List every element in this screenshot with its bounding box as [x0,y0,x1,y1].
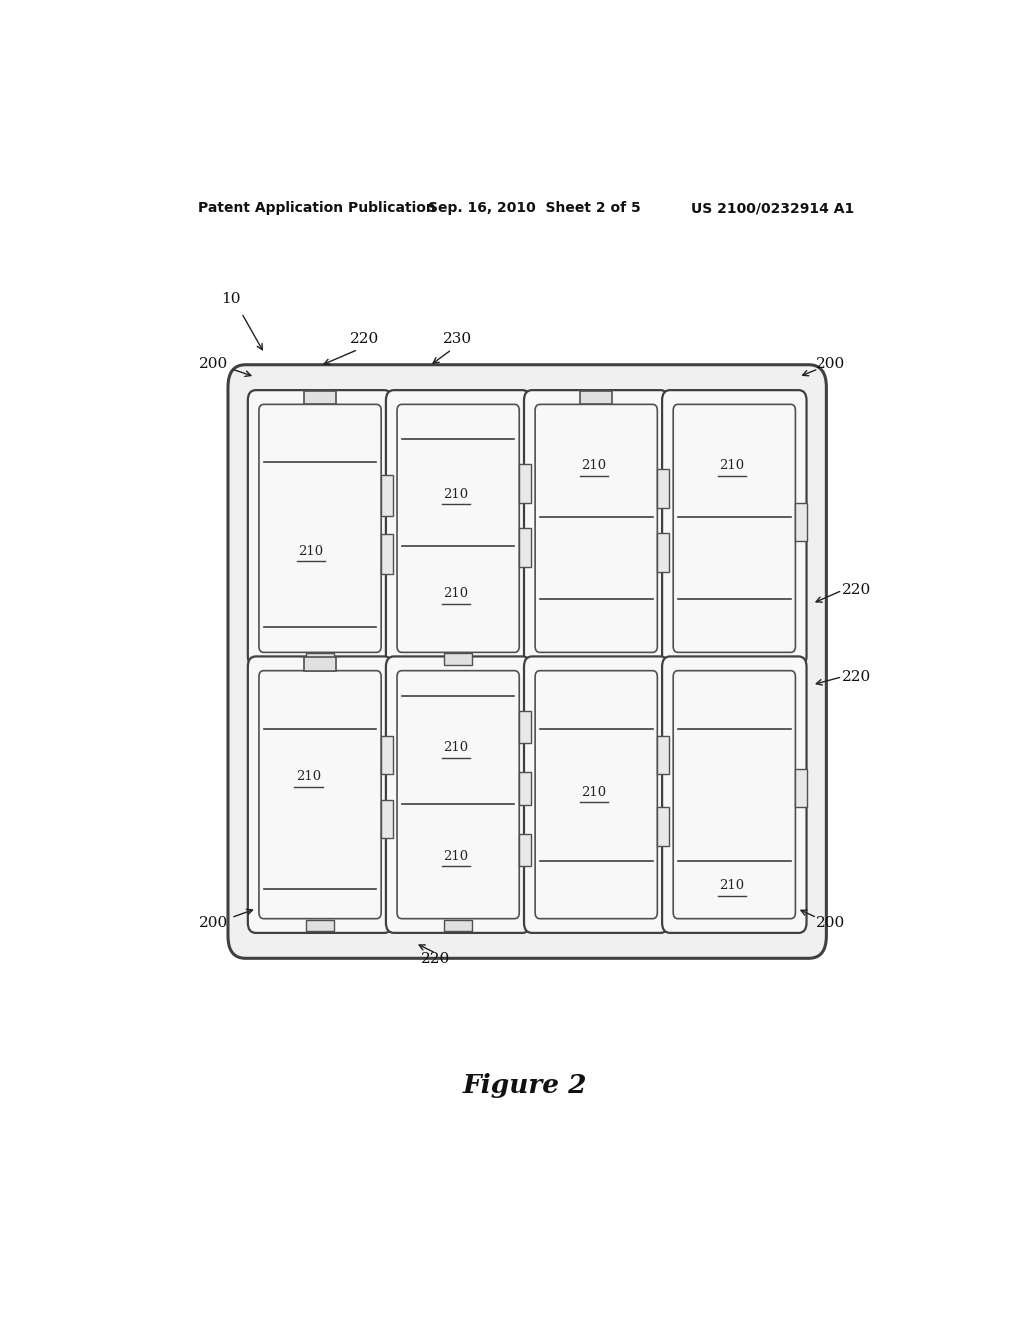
Bar [381,475,393,516]
Bar [657,469,670,508]
Bar [581,391,612,404]
FancyBboxPatch shape [663,391,807,667]
Text: 210: 210 [443,488,468,500]
Text: 10: 10 [221,292,241,306]
Text: 220: 220 [421,952,451,966]
Bar [519,528,531,566]
Bar [381,735,393,774]
Bar [304,657,336,671]
Bar [444,920,472,931]
Text: 200: 200 [199,356,228,371]
Text: 220: 220 [842,583,871,598]
Bar [306,920,334,931]
Bar [796,768,807,808]
Text: 210: 210 [443,850,468,863]
Text: Patent Application Publication: Patent Application Publication [198,201,435,215]
Text: 210: 210 [298,545,324,557]
FancyBboxPatch shape [228,364,826,958]
Text: 210: 210 [582,459,606,473]
FancyBboxPatch shape [248,391,392,667]
FancyBboxPatch shape [524,656,669,933]
Bar [304,391,336,404]
Bar [657,808,670,846]
Text: 200: 200 [816,916,845,929]
Text: 210: 210 [582,785,606,799]
Text: 200: 200 [199,916,228,929]
Text: Figure 2: Figure 2 [463,1073,587,1098]
FancyBboxPatch shape [386,391,530,667]
Text: 210: 210 [443,742,468,754]
Text: 220: 220 [842,669,871,684]
Bar [381,800,393,838]
FancyBboxPatch shape [386,656,530,933]
Text: 200: 200 [816,356,845,371]
FancyBboxPatch shape [524,391,669,667]
Bar [444,653,472,664]
Bar [519,834,531,866]
Text: Sep. 16, 2010  Sheet 2 of 5: Sep. 16, 2010 Sheet 2 of 5 [428,201,641,215]
Bar [306,653,334,664]
Text: 230: 230 [442,333,472,346]
Text: 220: 220 [350,333,379,346]
Bar [381,533,393,574]
FancyBboxPatch shape [663,656,807,933]
FancyBboxPatch shape [248,656,392,933]
Bar [519,772,531,805]
Text: 210: 210 [296,771,322,783]
Bar [519,465,531,503]
Text: 210: 210 [443,587,468,601]
Text: US 2100/0232914 A1: US 2100/0232914 A1 [691,201,855,215]
Bar [657,533,670,572]
Text: 210: 210 [720,879,744,892]
Bar [657,735,670,774]
Bar [519,711,531,743]
Bar [796,503,807,541]
Text: 210: 210 [720,459,744,473]
